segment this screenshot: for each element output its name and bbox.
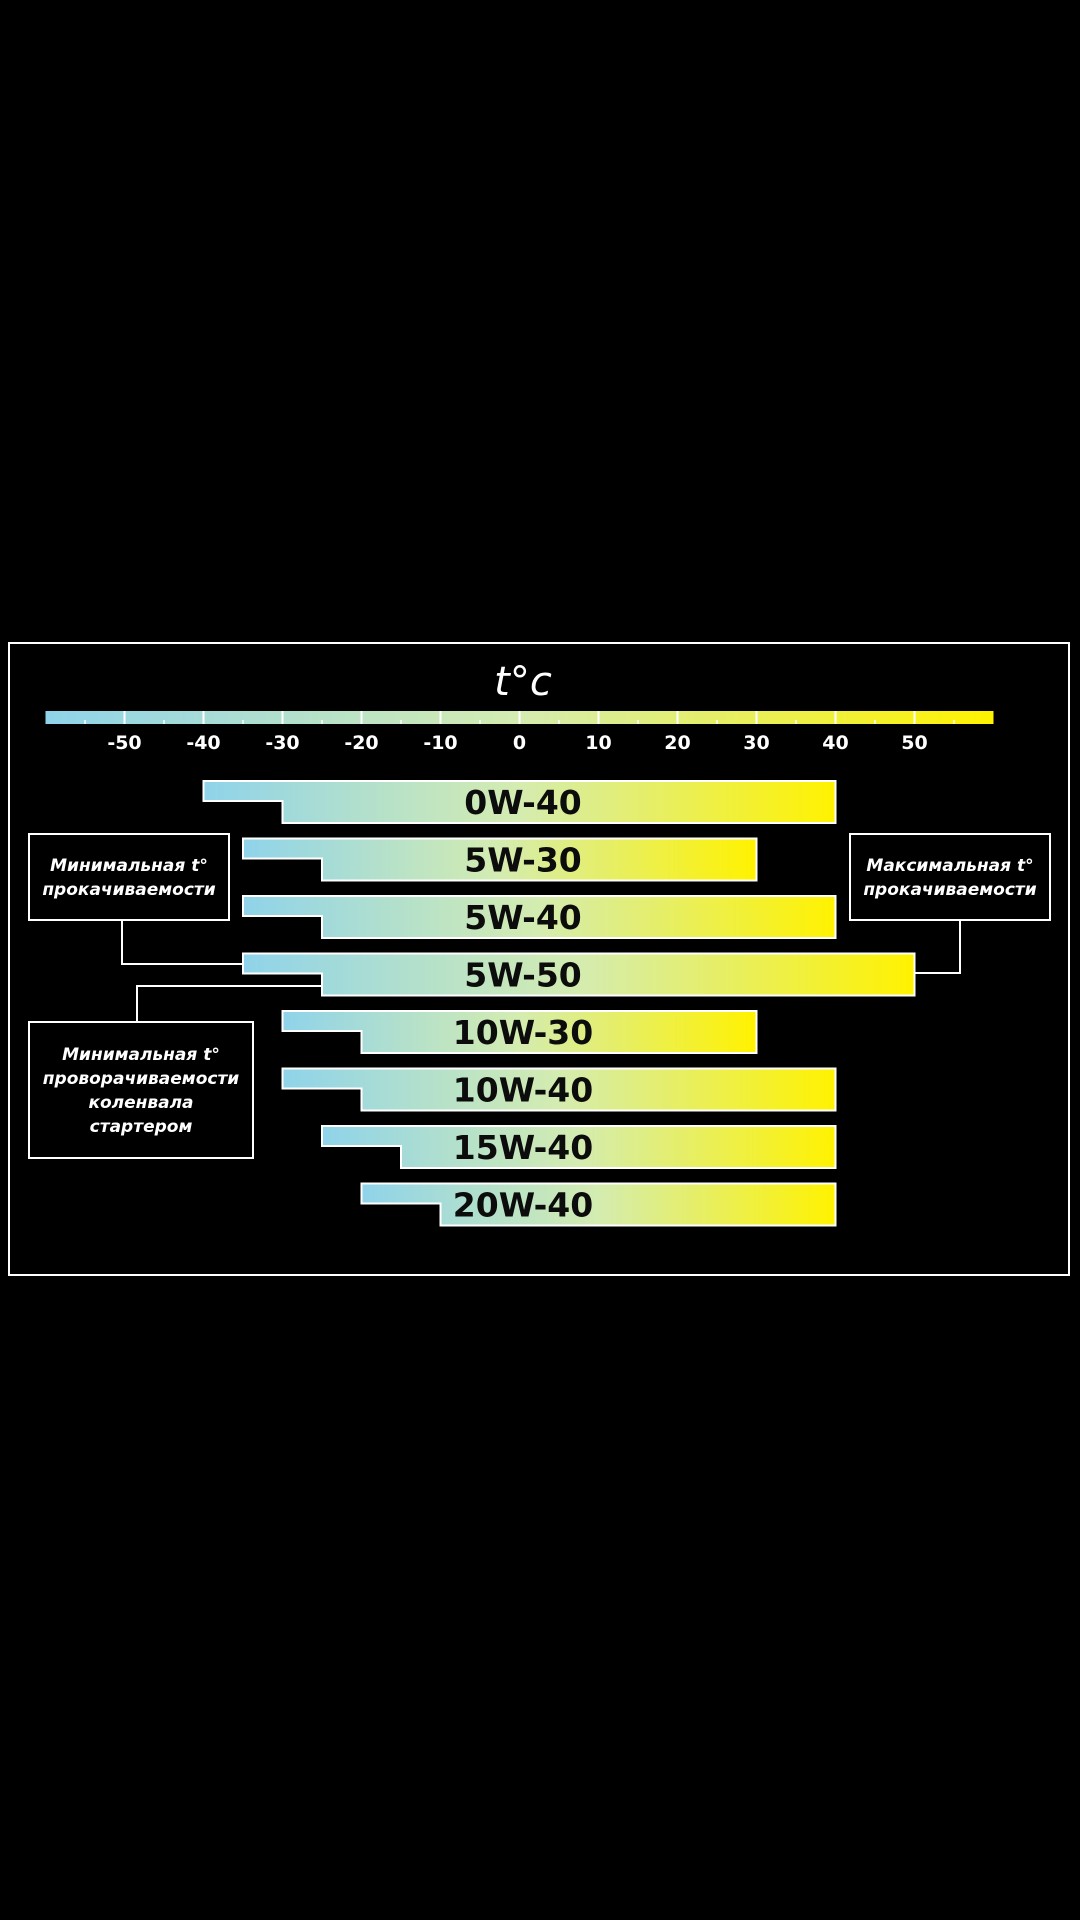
tick-label: 0 — [513, 732, 526, 754]
max-pump-connector — [914, 920, 961, 974]
min-crank-callout-text: Минимальная t° — [62, 1045, 220, 1065]
tick-label: -20 — [344, 732, 378, 754]
bar — [202, 780, 837, 824]
min-crank-callout-text: стартером — [90, 1117, 193, 1137]
temperature-scale: -50 -40 -30 -20 -10 0 10 20 30 40 50 — [45, 711, 994, 754]
tick-label: 20 — [664, 732, 690, 754]
tick-label: -30 — [265, 732, 299, 754]
bar-label: 10W-40 — [453, 1071, 593, 1110]
bar — [281, 1067, 837, 1112]
tick-label: -40 — [186, 732, 220, 754]
bar — [242, 837, 758, 882]
tick-label: 50 — [901, 732, 927, 754]
callouts-group: Минимальная t° прокачиваемости Максимальна… — [28, 833, 1051, 1159]
bar — [360, 1182, 837, 1227]
bar — [321, 1125, 837, 1169]
bar-label: 5W-30 — [464, 841, 582, 880]
bar-label: 10W-30 — [453, 1013, 593, 1052]
chart-frame — [8, 642, 1070, 1276]
min-pump-connector — [121, 920, 243, 965]
tick-label: 10 — [585, 732, 611, 754]
tick-label: -10 — [423, 732, 457, 754]
max-pump-callout-text: прокачиваемости — [863, 880, 1036, 900]
tick-label: -50 — [107, 732, 141, 754]
bar-label: 15W-40 — [453, 1128, 593, 1167]
min-crank-callout-text: коленвала — [88, 1093, 193, 1113]
bar-label: 0W-40 — [464, 783, 582, 822]
min-pump-callout-text: Минимальная t° — [50, 856, 208, 876]
min-pump-callout-text: прокачиваемости — [42, 880, 215, 900]
max-pump-callout-box — [849, 833, 1051, 921]
chart-title: t°c — [494, 659, 552, 705]
bar-label: 5W-50 — [464, 956, 582, 995]
bar — [242, 895, 837, 939]
bars-group: 0W-40 5W-30 5W-40 5W-50 10W-30 10W-40 15W-40 20… — [202, 780, 916, 1227]
bar-label: 5W-40 — [464, 898, 582, 937]
bar — [281, 1010, 758, 1054]
min-crank-connector — [136, 985, 322, 1022]
max-pump-callout-text: Максимальная t° — [866, 856, 1033, 876]
bar-label: 20W-40 — [453, 1186, 593, 1225]
min-crank-callout-text: проворачиваемости — [43, 1069, 240, 1089]
min-crank-callout-box — [28, 1021, 254, 1159]
tick-label: 40 — [822, 732, 848, 754]
min-pump-callout-box — [28, 833, 230, 921]
bar — [242, 952, 916, 997]
tick-label: 30 — [743, 732, 769, 754]
